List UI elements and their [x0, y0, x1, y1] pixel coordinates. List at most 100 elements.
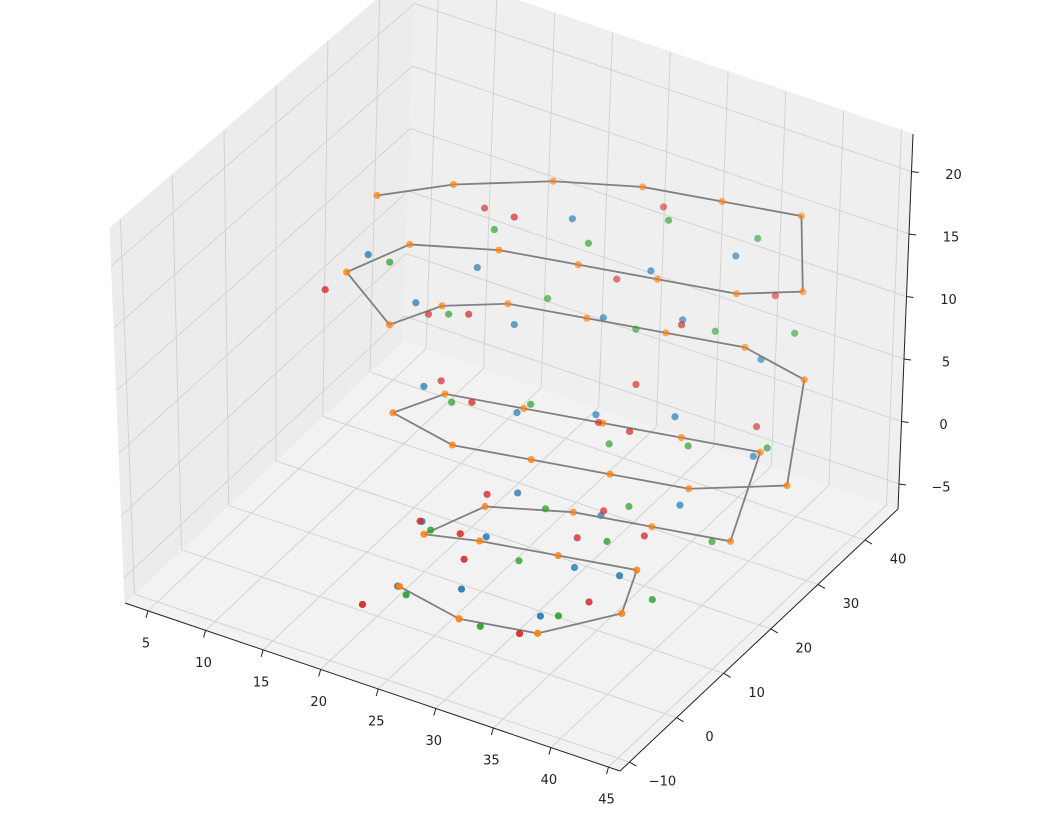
point [800, 376, 808, 384]
point [791, 329, 799, 337]
grid-line [111, 3, 416, 266]
y-tick-label: 40 [890, 553, 907, 568]
point [733, 290, 741, 298]
point [460, 555, 468, 563]
grid-line [322, 41, 329, 417]
x-tick-label: 30 [426, 734, 443, 749]
connector [800, 216, 804, 292]
point [783, 481, 791, 490]
connector [729, 451, 762, 542]
x-tick [318, 669, 322, 677]
y-tick [864, 539, 873, 545]
grid-line [483, 0, 498, 369]
grid-line [405, 253, 902, 422]
connector [479, 540, 559, 557]
grid-line [322, 416, 819, 585]
point [455, 615, 463, 623]
connector [392, 393, 446, 414]
connector [452, 444, 532, 461]
point [569, 508, 577, 516]
point [640, 532, 648, 540]
point [513, 409, 521, 417]
point [615, 572, 624, 580]
point [541, 505, 550, 513]
grid-line [408, 190, 905, 360]
grid-line [118, 190, 409, 454]
point [741, 343, 749, 351]
point [632, 325, 640, 333]
grid-line [116, 128, 411, 391]
point [573, 534, 581, 542]
grid-line [113, 65, 413, 329]
point [639, 183, 647, 191]
y-tick-label: 20 [796, 641, 813, 656]
point [449, 180, 458, 189]
x-tick-label: 35 [483, 754, 500, 769]
grid-line [121, 253, 407, 516]
point [437, 377, 445, 385]
point [632, 380, 640, 389]
point [402, 591, 410, 599]
x-tick [490, 727, 494, 736]
point [475, 537, 484, 545]
point [633, 566, 641, 574]
grid-line [885, 130, 902, 506]
grid-line [425, 0, 439, 349]
point [424, 310, 433, 318]
y-tick [770, 628, 779, 634]
point [364, 251, 372, 259]
x-tick-label: 45 [598, 793, 615, 808]
z-axis [897, 133, 914, 510]
point [456, 530, 464, 538]
z-tick [898, 483, 907, 486]
grid-line [123, 315, 405, 579]
grid-line [147, 348, 427, 612]
point [476, 622, 484, 630]
grid-line [608, 504, 887, 768]
point [515, 629, 524, 638]
point [420, 382, 428, 391]
connector [389, 305, 443, 326]
point [711, 327, 719, 335]
connector [458, 617, 538, 635]
connector [392, 411, 453, 446]
x-tick [375, 688, 379, 697]
grid-line [134, 593, 630, 763]
grid-line [181, 549, 677, 719]
point [754, 234, 762, 243]
point [465, 310, 473, 318]
point [420, 530, 428, 538]
connector [681, 436, 761, 454]
point [626, 427, 634, 436]
point [797, 212, 806, 220]
y-tick-label: 0 [705, 730, 713, 745]
connector [609, 473, 690, 490]
point [510, 213, 518, 221]
connector [651, 525, 731, 543]
z-tick [901, 421, 909, 423]
z-tick-label: 10 [940, 293, 957, 308]
grid-line [598, 32, 613, 408]
x-axis [124, 602, 621, 772]
z-tick-label: 20 [945, 168, 962, 183]
point [732, 252, 740, 260]
connector [485, 505, 574, 514]
connector [553, 180, 643, 188]
y-axis [619, 508, 899, 772]
point [605, 440, 613, 448]
point [343, 268, 351, 276]
point [448, 441, 456, 449]
x-tick [548, 747, 552, 755]
connector [523, 407, 603, 424]
point [412, 299, 420, 307]
point [534, 629, 542, 637]
point [676, 501, 684, 509]
connector [409, 243, 500, 251]
point [603, 537, 611, 546]
connector [507, 302, 588, 320]
connector [398, 585, 460, 620]
grid-line [262, 387, 542, 651]
point [554, 551, 562, 560]
point [671, 413, 679, 421]
